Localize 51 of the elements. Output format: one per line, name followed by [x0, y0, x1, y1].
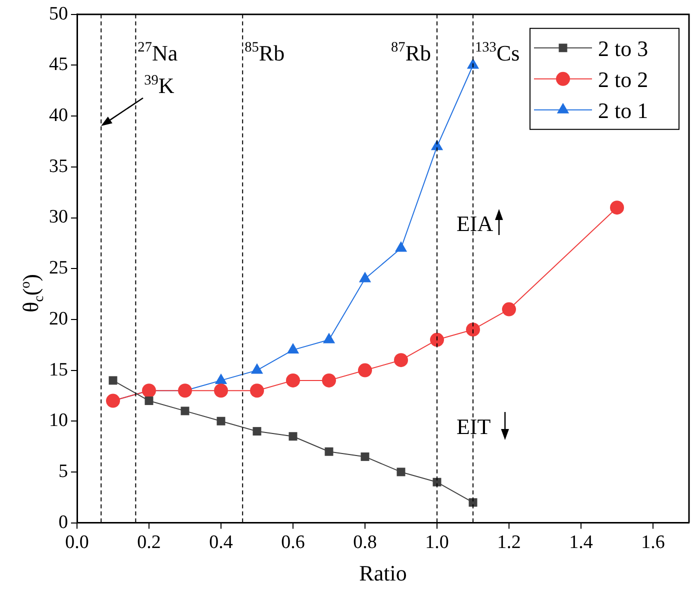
y-tick-label: 35: [49, 156, 68, 177]
x-tick-label: 0.2: [137, 532, 161, 554]
annotation: EIT: [456, 414, 492, 440]
legend-label: 2 to 2: [598, 66, 648, 92]
x-axis-title: Ratio: [359, 560, 407, 586]
y-tick-label: 30: [49, 206, 68, 228]
legend-label: 2 to 3: [598, 36, 648, 61]
x-tick-label: 0.8: [353, 532, 377, 554]
point: [394, 353, 408, 368]
point: [108, 376, 118, 385]
point: [214, 384, 228, 398]
point: [178, 384, 192, 398]
x-tick-label: 1.4: [569, 532, 594, 554]
y-tick-label: 40: [49, 105, 68, 126]
point: [502, 302, 516, 316]
y-tick-label: 45: [49, 54, 68, 76]
point: [144, 396, 154, 406]
point: [360, 452, 370, 461]
point: [466, 322, 480, 337]
point: [180, 406, 190, 416]
point: [252, 427, 262, 436]
y-tick-label: 5: [58, 460, 68, 482]
y-tick-label: 0: [58, 512, 68, 533]
y-tick-label: 15: [49, 359, 68, 380]
point: [324, 447, 334, 456]
y-tick-label: 10: [49, 410, 68, 432]
point: [394, 241, 408, 252]
point: [106, 394, 120, 408]
point: [322, 332, 336, 344]
point: [358, 272, 372, 282]
y-tick-label: 25: [49, 258, 68, 279]
point: [396, 468, 406, 476]
point: [430, 332, 444, 347]
x-tick-label: 0.6: [281, 532, 305, 554]
x-tick-label: 1.6: [641, 532, 665, 554]
point: [322, 373, 336, 388]
point: [286, 373, 300, 388]
x-tick-label: 0.0: [65, 532, 89, 554]
x-tick-label: 1.2: [497, 532, 521, 554]
point: [288, 432, 298, 441]
point: [216, 416, 226, 426]
y-tick-label: 50: [49, 3, 68, 24]
annotation: EIA: [456, 210, 494, 236]
point: [142, 384, 156, 398]
point: [610, 200, 624, 215]
y-tick-label: 20: [49, 308, 68, 330]
legend-label: 2 to 1: [598, 98, 648, 123]
x-tick-label: 1.0: [425, 532, 449, 554]
x-tick-label: 0.4: [209, 532, 234, 554]
point: [358, 363, 372, 378]
point: [250, 384, 264, 398]
